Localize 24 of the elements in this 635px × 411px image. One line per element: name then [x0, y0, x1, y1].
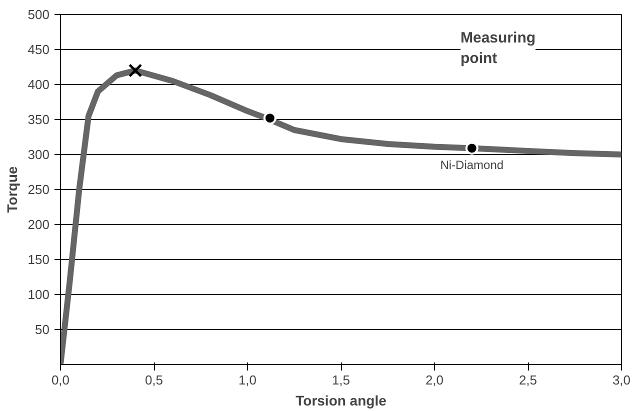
x-tick-label: 2,0	[425, 372, 444, 388]
y-tick-label: 50	[35, 322, 50, 337]
x-tick-label: 2,5	[518, 372, 538, 388]
y-tick-label: 500	[28, 7, 50, 22]
y-tick-label: 350	[28, 112, 50, 127]
point	[128, 64, 142, 78]
annotation: Ni-Diamond	[440, 158, 504, 172]
y-tick-label: 300	[28, 147, 50, 162]
y-tick-label: 250	[28, 182, 50, 197]
y-tick-label: 150	[28, 252, 50, 267]
x-tick-label: 1,5	[332, 372, 350, 388]
x-tick-label: 3,0	[612, 372, 631, 388]
point	[465, 142, 478, 155]
x-tick-label: 0,5	[144, 372, 164, 388]
y-tick-label: 200	[28, 217, 50, 232]
x-tick-label: 0,0	[51, 372, 70, 388]
y-tick-label: 450	[28, 42, 50, 57]
annotation: Measuring point	[460, 30, 536, 67]
x-tick-label: 1,0	[238, 372, 257, 388]
y-tick-label: 400	[28, 77, 50, 92]
x-axis-title: Torsion angle	[296, 392, 387, 408]
y-axis-title: Torque	[4, 166, 20, 213]
point	[263, 112, 276, 125]
y-tick-label: 100	[28, 287, 50, 302]
